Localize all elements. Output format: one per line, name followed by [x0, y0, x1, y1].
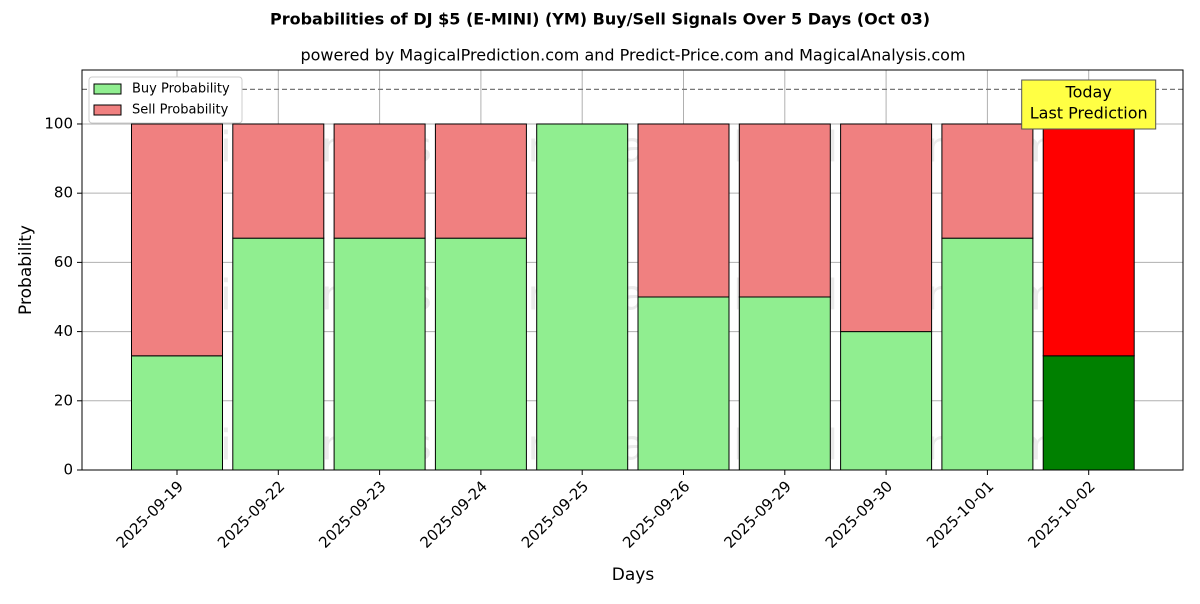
bar-segment — [738, 123, 831, 298]
bar-segment — [1042, 355, 1135, 471]
legend-swatch — [93, 83, 122, 95]
annotation-text: Today — [1065, 83, 1112, 102]
bar-segment — [434, 123, 527, 239]
y-axis-label: Probability — [16, 225, 36, 315]
bar-segment — [536, 123, 629, 471]
legend-label: Buy Probability — [132, 82, 230, 97]
bar-segment — [1042, 123, 1135, 357]
bar-segment — [131, 123, 223, 357]
y-tick-label: 20 — [54, 391, 73, 409]
bar-segment — [738, 296, 831, 471]
y-tick-label: 0 — [63, 461, 73, 479]
bar-segment — [637, 296, 730, 471]
bar-segment — [232, 237, 325, 471]
bar-segment — [941, 123, 1034, 239]
plot-frame — [81, 69, 1184, 471]
legend-box — [88, 76, 243, 124]
y-tick-label: 60 — [54, 253, 73, 271]
bar-segment — [637, 123, 730, 298]
annotation-box — [1021, 79, 1157, 130]
bar-segment — [131, 355, 223, 471]
x-axis-label: Days — [612, 565, 655, 585]
bar-segment — [840, 331, 933, 471]
bar-segment — [840, 123, 933, 333]
legend-swatch — [93, 104, 122, 116]
chart-title: Probabilities of DJ $5 (E-MINI) (YM) Buy… — [270, 10, 930, 29]
annotation-text: Last Prediction — [1030, 104, 1148, 123]
bar-segment — [232, 123, 325, 239]
bar-segment — [333, 123, 426, 239]
y-tick-label: 80 — [54, 184, 73, 202]
chart-subtitle: powered by MagicalPrediction.com and Pre… — [300, 46, 965, 65]
y-tick-label: 100 — [44, 114, 73, 132]
bar-segment — [941, 237, 1034, 471]
y-tick-label: 40 — [54, 322, 73, 340]
legend-label: Sell Probability — [132, 103, 229, 118]
bar-segment — [434, 237, 527, 471]
bar-segment — [333, 237, 426, 471]
